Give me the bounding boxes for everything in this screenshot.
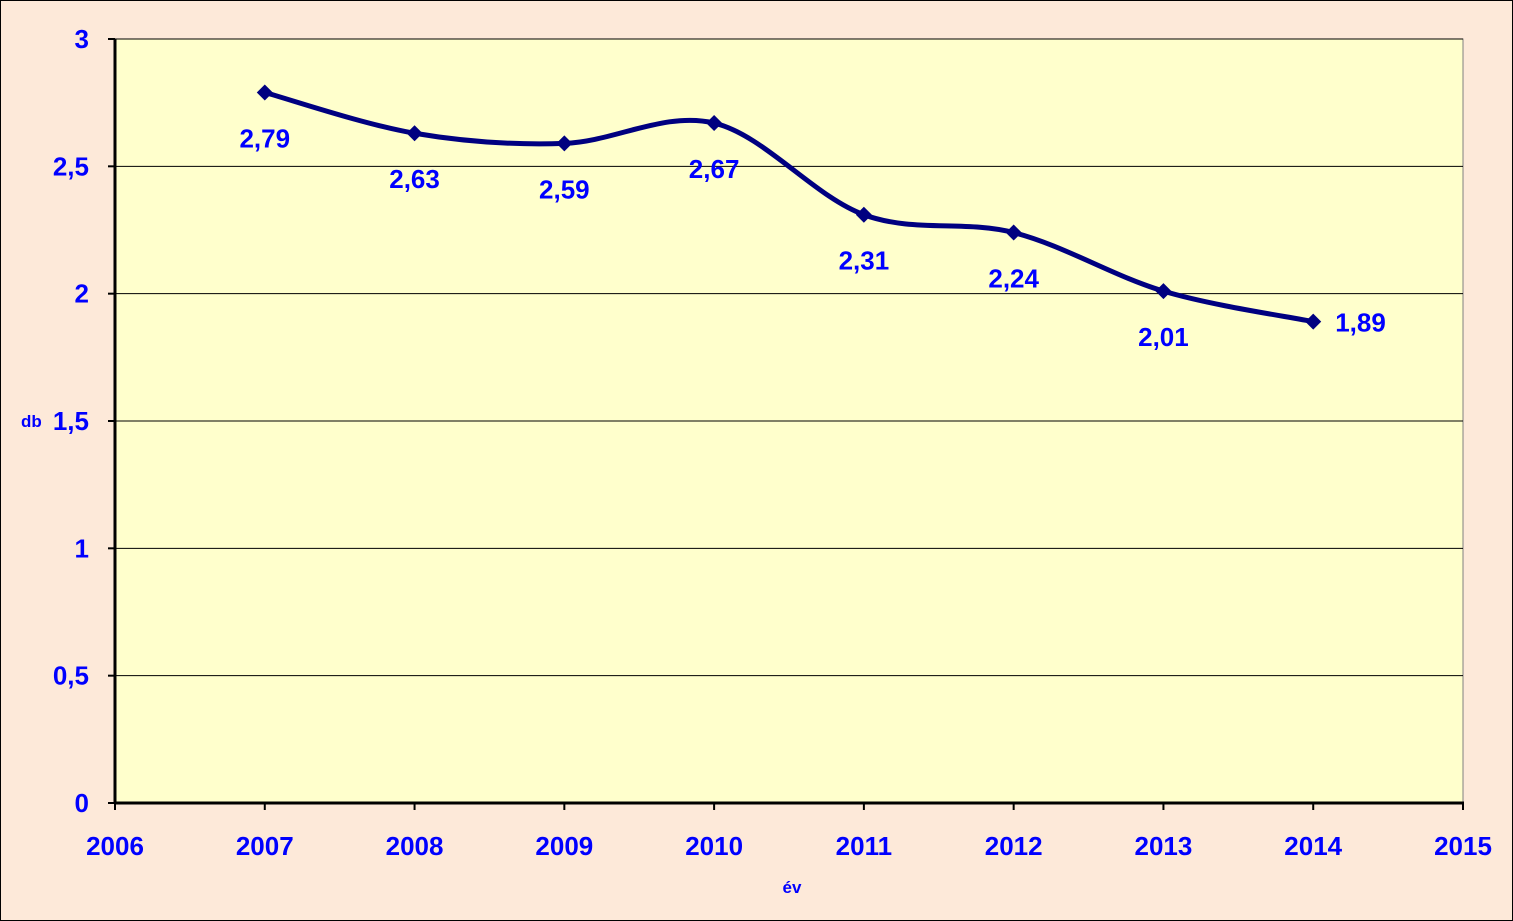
x-tick-label: 2010 xyxy=(685,831,743,861)
series-line xyxy=(262,89,1316,325)
data-label: 2,63 xyxy=(389,164,440,194)
x-tick-label: 2014 xyxy=(1284,831,1342,861)
y-tick-label: 3 xyxy=(75,24,89,54)
y-tick-label: 1 xyxy=(75,533,89,563)
data-label: 2,67 xyxy=(689,154,740,184)
x-tick-label: 2011 xyxy=(836,831,892,861)
data-label: 2,01 xyxy=(1138,322,1189,352)
series-group xyxy=(256,84,1322,330)
data-point-marker xyxy=(1005,224,1022,241)
y-tick-label: 2 xyxy=(75,279,89,309)
data-label: 2,59 xyxy=(539,174,590,204)
data-label: 1,89 xyxy=(1335,308,1386,338)
x-axis-ticks: 2006 2007 2008 2009 2010 2011 2012 2013 2014 2015 xyxy=(86,803,1492,861)
data-label: 2,24 xyxy=(988,264,1039,294)
data-point-marker xyxy=(855,206,872,223)
data-point-marker xyxy=(256,84,273,101)
data-label: 2,31 xyxy=(839,246,890,276)
data-point-marker xyxy=(706,115,723,132)
x-axis-title: év xyxy=(783,878,802,897)
y-tick-label: 2,5 xyxy=(53,151,89,181)
y-tick-label: 0,5 xyxy=(53,661,89,691)
data-label: 2,79 xyxy=(239,123,290,153)
x-tick-label: 2013 xyxy=(1135,831,1193,861)
y-axis-title: db xyxy=(21,412,42,431)
x-tick-label: 2007 xyxy=(236,831,294,861)
data-point-marker xyxy=(1305,313,1322,330)
x-tick-label: 2008 xyxy=(386,831,444,861)
x-tick-label: 2006 xyxy=(86,831,144,861)
x-tick-label: 2009 xyxy=(535,831,593,861)
data-point-marker xyxy=(406,125,423,142)
y-tick-label: 0 xyxy=(75,788,89,818)
x-tick-label: 2012 xyxy=(985,831,1043,861)
data-point-marker xyxy=(1155,283,1172,300)
data-labels: 2,79 2,63 2,59 2,67 2,31 2,24 2,01 1,89 xyxy=(239,123,1385,352)
y-axis-ticks: 0 0,5 1 1,5 2 2,5 3 xyxy=(53,24,115,818)
y-tick-label: 1,5 xyxy=(53,406,89,436)
data-point-marker xyxy=(556,135,573,152)
x-tick-label: 2015 xyxy=(1434,831,1492,861)
